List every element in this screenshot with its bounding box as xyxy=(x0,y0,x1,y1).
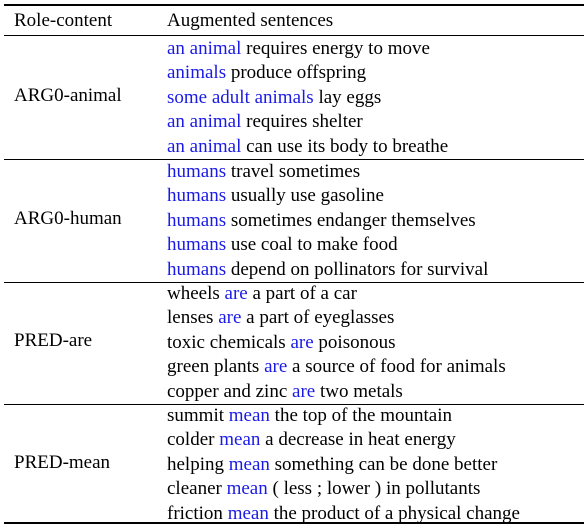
sentence-text: depend on pollinators for survival xyxy=(226,258,489,280)
sentence-text: a part of a car xyxy=(247,283,357,304)
sentence-text: usually use gasoline xyxy=(226,185,384,207)
role-label: ARG0-animal xyxy=(14,85,122,106)
sentence-row: cleaner mean ( less ; lower ) in polluta… xyxy=(167,478,480,500)
sentence-row: friction mean the product of a physical … xyxy=(167,503,520,525)
highlighted-role-span: are xyxy=(290,331,314,353)
highlighted-role-span: are xyxy=(218,307,242,329)
sentence-row: colder mean a decrease in heat energy xyxy=(167,429,456,451)
sentence-text: a part of eyeglasses xyxy=(241,307,395,329)
highlighted-role-span: an animal xyxy=(167,38,242,59)
sentence-text: can use its body to breathe xyxy=(241,135,449,157)
role-label: PRED-are xyxy=(14,330,93,351)
highlighted-role-span: humans xyxy=(167,234,227,256)
sentence-row: humans sometimes endanger themselves xyxy=(167,210,476,232)
sentence-text: lay eggs xyxy=(313,86,382,108)
sentence-text: lenses xyxy=(167,307,219,329)
sentence-row: humans usually use gasoline xyxy=(167,185,384,207)
sentence-text: colder xyxy=(167,429,220,451)
sentence-text: produce offspring xyxy=(226,62,367,84)
sentence-row: helping mean something can be done bette… xyxy=(167,454,497,476)
sentence-text: sometimes endanger themselves xyxy=(226,209,476,231)
sentence-row: toxic chemicals are poisonous xyxy=(167,332,396,354)
header-augmented-sentences: Augmented sentences xyxy=(167,10,334,31)
sentence-row: lenses are a part of eyeglasses xyxy=(167,307,394,329)
highlighted-role-span: mean xyxy=(226,478,268,500)
sentence-text: a decrease in heat energy xyxy=(260,429,456,451)
sentence-text: requires shelter xyxy=(241,111,363,133)
sentence-row: summit mean the top of the mountain xyxy=(167,405,452,427)
sentence-text: friction xyxy=(167,502,228,524)
sentence-text: green plants xyxy=(167,356,265,378)
sentence-text: summit xyxy=(167,405,229,426)
header-role-content: Role-content xyxy=(14,10,113,31)
sentence-text: two metals xyxy=(315,380,403,402)
bottom-rule xyxy=(4,522,584,524)
sentence-text: poisonous xyxy=(313,331,396,353)
highlighted-role-span: an animal xyxy=(167,111,242,133)
sentence-row: humans depend on pollinators for surviva… xyxy=(167,259,488,281)
sentence-text: a source of food for animals xyxy=(287,356,506,378)
highlighted-role-span: mean xyxy=(228,453,270,475)
highlighted-role-span: mean xyxy=(228,405,270,426)
group-rule xyxy=(4,404,584,405)
group-rule xyxy=(4,282,584,283)
sentence-text: copper and zinc xyxy=(167,380,293,402)
highlighted-role-span: humans xyxy=(167,209,227,231)
highlighted-role-span: some adult animals xyxy=(167,86,314,108)
highlighted-role-span: humans xyxy=(167,258,227,280)
sentence-text: travel sometimes xyxy=(226,161,361,182)
sentence-row: an animal can use its body to breathe xyxy=(167,136,448,158)
sentence-row: copper and zinc are two metals xyxy=(167,381,403,403)
sentence-row: an animal requires energy to move xyxy=(167,38,430,60)
role-label: ARG0-human xyxy=(14,208,122,229)
role-label: PRED-mean xyxy=(14,452,111,473)
sentence-text: something can be done better xyxy=(269,453,498,475)
sentence-row: green plants are a source of food for an… xyxy=(167,356,506,378)
sentence-row: humans travel sometimes xyxy=(167,161,360,183)
top-rule xyxy=(4,4,584,6)
sentence-row: some adult animals lay eggs xyxy=(167,87,381,109)
header-rule xyxy=(4,35,584,36)
sentence-row: humans use coal to make food xyxy=(167,234,398,256)
sentence-row: an animal requires shelter xyxy=(167,111,363,133)
highlighted-role-span: humans xyxy=(167,161,227,182)
group-rule xyxy=(4,159,584,160)
sentence-text: the top of the mountain xyxy=(269,405,452,426)
highlighted-role-span: are xyxy=(292,380,316,402)
sentence-row: wheels are a part of a car xyxy=(167,283,357,305)
sentence-text: requires energy to move xyxy=(241,38,430,59)
highlighted-role-span: mean xyxy=(227,502,269,524)
highlighted-role-span: are xyxy=(224,283,248,304)
highlighted-role-span: animals xyxy=(167,62,227,84)
sentence-text: wheels xyxy=(167,283,225,304)
highlighted-role-span: are xyxy=(264,356,288,378)
highlighted-role-span: mean xyxy=(219,429,261,451)
sentence-text: use coal to make food xyxy=(226,234,398,256)
sentence-row: animals produce offspring xyxy=(167,62,366,84)
sentence-text: ( less ; lower ) in pollutants xyxy=(267,478,481,500)
highlighted-role-span: humans xyxy=(167,185,227,207)
sentence-text: cleaner xyxy=(167,478,227,500)
sentence-text: toxic chemicals xyxy=(167,331,291,353)
sentence-text: helping xyxy=(167,453,229,475)
highlighted-role-span: an animal xyxy=(167,135,242,157)
sentence-text: the product of a physical change xyxy=(268,502,520,524)
